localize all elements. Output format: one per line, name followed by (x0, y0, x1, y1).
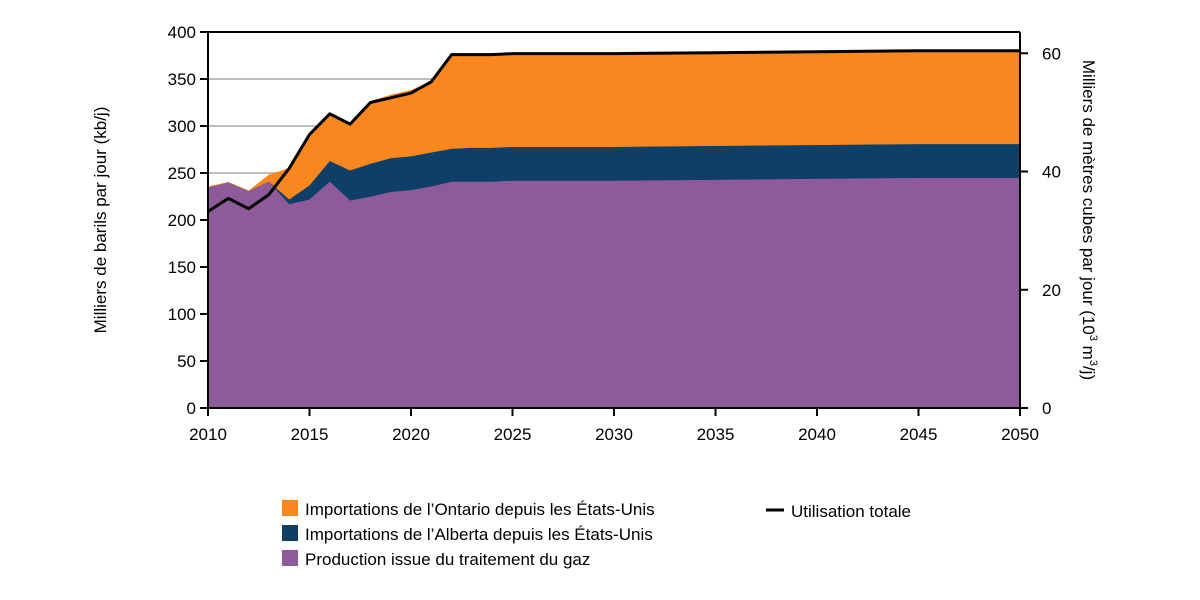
legend-swatch-ontario (282, 500, 298, 516)
legend-label-gas-processing: Production issue du traitement du gaz (305, 550, 590, 569)
y-right-title-sup1: 3 (1087, 335, 1099, 341)
x-tick-label-2030: 2030 (595, 425, 633, 444)
x-tick-label-2010: 2010 (189, 425, 227, 444)
y-right-axis-title: Milliers de mètres cubes par jour (103 m… (1079, 60, 1099, 380)
x-tick-label-2015: 2015 (291, 425, 329, 444)
x-tick-label-2020: 2020 (392, 425, 430, 444)
y-tick-label-150: 150 (168, 258, 196, 277)
x-tick-label-2040: 2040 (798, 425, 836, 444)
legend-swatch-alberta (282, 525, 298, 541)
total-usage-line (207, 49, 1020, 213)
y-right-title-sup2: 3 (1087, 360, 1099, 366)
legend-label-alberta: Importations de l’Alberta depuis les Éta… (305, 525, 653, 544)
area-series (207, 50, 1021, 409)
x-tick-label-2025: 2025 (494, 425, 532, 444)
y-right-title-mid: m (1079, 341, 1098, 360)
legend-swatch-gas-processing (282, 550, 298, 566)
x-tick-label-2045: 2045 (900, 425, 938, 444)
y-right-title-end: /j) (1079, 366, 1098, 380)
legend-label-total: Utilisation totale (791, 502, 911, 521)
y-tick-label-400: 400 (168, 23, 196, 42)
legend: Importations de l’Ontario depuis les Éta… (282, 500, 911, 569)
x-axis-ticks: 2010 2015 2020 2025 2030 2035 2040 2045 2050 (189, 408, 1039, 444)
y-right-tick-label-40: 40 (1042, 163, 1061, 182)
x-tick-label-2050: 2050 (1001, 425, 1039, 444)
y-right-title-base: Milliers de mètres cubes par jour (10 (1079, 60, 1098, 335)
y-tick-label-350: 350 (168, 70, 196, 89)
y-right-tick-label-0: 0 (1042, 399, 1051, 418)
y-axis-ticks: 0 50 100 150 200 250 300 350 400 (168, 23, 208, 418)
legend-label-ontario: Importations de l’Ontario depuis les Éta… (305, 500, 655, 519)
y-tick-label-200: 200 (168, 211, 196, 230)
y-tick-label-50: 50 (177, 352, 196, 371)
y-tick-label-250: 250 (168, 164, 196, 183)
area-series-0 (207, 177, 1021, 409)
y-tick-label-0: 0 (187, 399, 196, 418)
y-axis-title: Milliers de barils par jour (kb/j) (91, 107, 110, 334)
x-tick-label-2035: 2035 (697, 425, 735, 444)
y-right-tick-label-20: 20 (1042, 281, 1061, 300)
y-right-tick-label-60: 60 (1042, 44, 1061, 63)
y-right-axis-ticks: 0 20 40 60 (1020, 44, 1061, 418)
y-tick-label-300: 300 (168, 117, 196, 136)
y-tick-label-100: 100 (168, 305, 196, 324)
